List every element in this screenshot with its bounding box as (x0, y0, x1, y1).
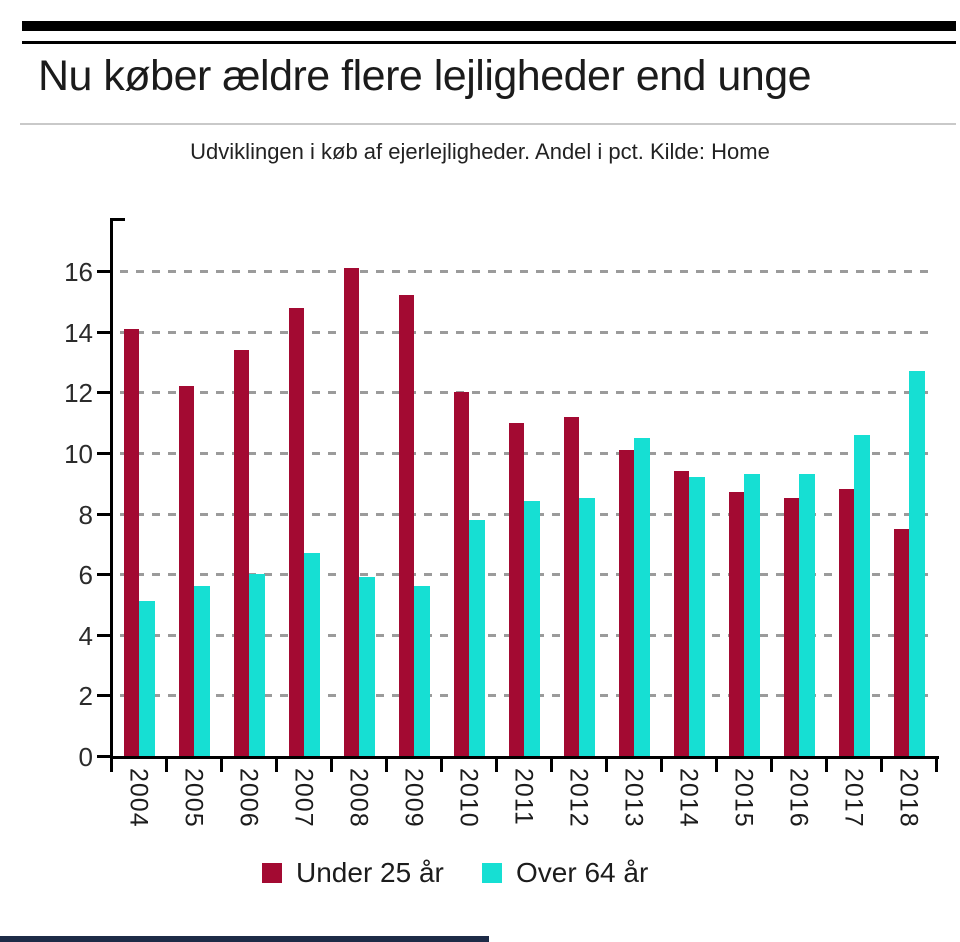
bar-over-64-2005 (193, 586, 210, 756)
x-category-label-2013: 2013 (619, 768, 648, 828)
y-tick-4 (97, 633, 110, 637)
y-tick-label-4: 4 (78, 620, 93, 651)
legend-item-under-25: Under 25 år (262, 857, 444, 889)
masthead-thin-rule (22, 41, 956, 44)
bar-under-25-2018 (893, 528, 909, 756)
x-category-label-2008: 2008 (344, 768, 373, 828)
x-category-label-2017: 2017 (839, 768, 868, 828)
x-tick-3 (275, 759, 278, 772)
bar-over-64-2010 (468, 519, 485, 756)
y-tick-label-0: 0 (78, 742, 93, 772)
y-tick-label-12: 12 (64, 378, 93, 409)
bar-under-25-2012 (563, 416, 579, 756)
y-axis-top-cap (110, 218, 125, 221)
x-tick-10 (660, 759, 663, 772)
bar-under-25-2015 (728, 492, 744, 756)
x-tick-1 (165, 759, 168, 772)
y-tick-label-6: 6 (78, 560, 93, 591)
bottom-strip (0, 936, 489, 942)
bar-over-64-2016 (798, 474, 815, 756)
bar-over-64-2015 (743, 474, 760, 756)
y-tick-label-10: 10 (64, 439, 93, 469)
x-tick-13 (825, 759, 828, 772)
bar-over-64-2018 (908, 371, 925, 756)
y-tick-12 (97, 391, 110, 395)
x-category-label-2015: 2015 (729, 768, 758, 828)
x-tick-2 (220, 759, 223, 772)
y-tick-2 (97, 694, 110, 698)
x-category-label-2018: 2018 (894, 768, 923, 828)
gridline-10 (120, 452, 936, 455)
gridline-16 (120, 270, 936, 274)
x-tick-8 (550, 759, 553, 772)
bar-over-64-2012 (578, 498, 595, 756)
x-tick-4 (330, 759, 333, 772)
bar-under-25-2016 (783, 498, 799, 756)
bar-over-64-2013 (633, 437, 650, 756)
x-tick-12 (770, 759, 773, 772)
y-tick-8 (97, 512, 110, 516)
bar-chart: 0 2 4 6 8 10 12 14 16 2004 2005 2006 2007 2008 2009 201… (0, 180, 960, 880)
x-tick-11 (715, 759, 718, 772)
x-tick-14 (880, 759, 883, 772)
legend-label-over-64: Over 64 år (516, 857, 649, 888)
bar-under-25-2004 (123, 328, 139, 756)
y-axis (110, 218, 113, 760)
page-title: Nu køber ældre flere lejligheder end ung… (38, 52, 812, 100)
y-tick-label-2: 2 (78, 681, 93, 712)
x-tick-15 (935, 759, 938, 772)
legend-swatch-over-64 (482, 863, 502, 883)
masthead-thick-rule (22, 21, 956, 31)
x-category-label-2014: 2014 (674, 768, 703, 828)
bar-under-25-2008 (343, 268, 359, 756)
bar-over-64-2006 (248, 574, 265, 756)
bar-under-25-2009 (398, 295, 414, 756)
x-tick-5 (385, 759, 388, 772)
y-tick-16 (97, 270, 110, 274)
y-tick-label-14: 14 (64, 317, 93, 348)
bar-under-25-2014 (673, 471, 689, 756)
bar-under-25-2005 (178, 386, 194, 756)
x-tick-6 (440, 759, 443, 772)
bar-over-64-2009 (413, 586, 430, 756)
gridline-12 (120, 391, 936, 395)
bar-under-25-2006 (233, 349, 249, 756)
bar-over-64-2017 (853, 434, 870, 756)
bar-under-25-2010 (453, 392, 469, 756)
y-tick-label-8: 8 (78, 499, 93, 530)
x-category-label-2007: 2007 (289, 768, 318, 828)
x-category-label-2005: 2005 (179, 768, 208, 828)
bar-under-25-2007 (288, 307, 304, 756)
y-tick-label-16: 16 (64, 257, 93, 288)
x-category-label-2004: 2004 (124, 768, 153, 828)
y-tick-6 (97, 573, 110, 577)
legend-swatch-under-25 (262, 863, 282, 883)
legend-label-under-25: Under 25 år (296, 857, 444, 888)
chart-subtitle: Udviklingen i køb af ejerlejligheder. An… (190, 139, 770, 164)
bar-under-25-2013 (618, 449, 634, 756)
bar-over-64-2004 (138, 601, 155, 756)
x-category-label-2010: 2010 (454, 768, 483, 828)
x-category-label-2011: 2011 (509, 768, 538, 826)
y-tick-14 (97, 330, 110, 334)
y-tick-0 (97, 755, 110, 758)
bar-under-25-2017 (838, 489, 854, 756)
bar-over-64-2011 (523, 501, 540, 756)
gridline-14 (120, 330, 936, 334)
bar-over-64-2007 (303, 552, 320, 756)
title-divider (20, 123, 956, 125)
bar-under-25-2011 (508, 422, 524, 756)
bar-over-64-2008 (358, 577, 375, 756)
x-category-label-2009: 2009 (399, 768, 428, 828)
x-tick-9 (605, 759, 608, 772)
x-tick-7 (495, 759, 498, 772)
x-category-label-2006: 2006 (234, 768, 263, 828)
x-axis (110, 756, 939, 759)
bar-over-64-2014 (688, 477, 705, 756)
legend-item-over-64: Over 64 år (482, 857, 648, 889)
x-category-label-2012: 2012 (564, 768, 593, 828)
x-category-label-2016: 2016 (784, 768, 813, 828)
y-tick-10 (97, 452, 110, 455)
x-tick-0 (110, 759, 113, 772)
